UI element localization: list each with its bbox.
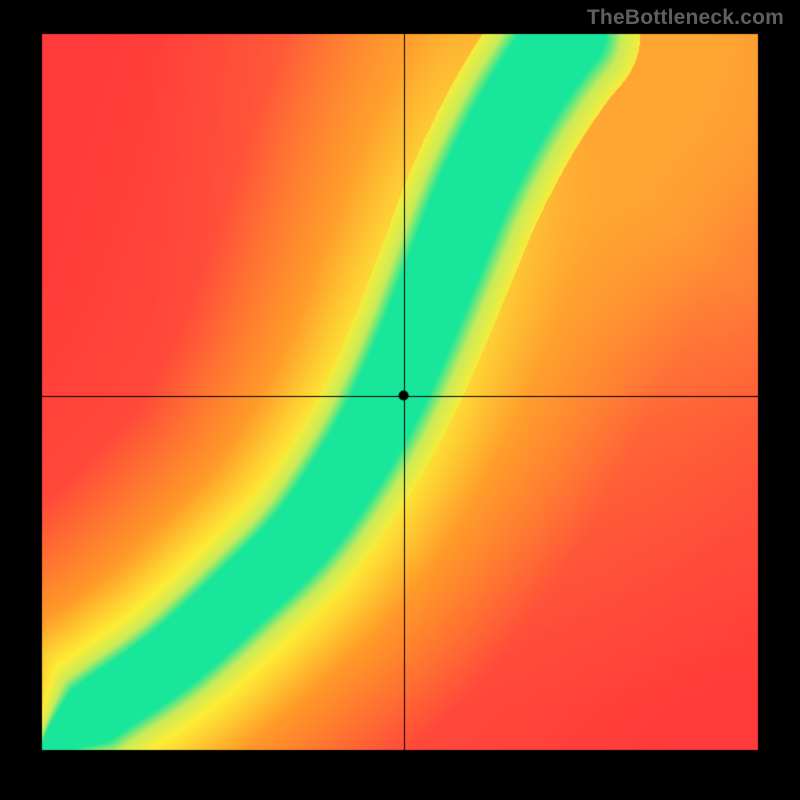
chart-container: TheBottleneck.com	[0, 0, 800, 800]
watermark-text: TheBottleneck.com	[587, 6, 784, 30]
bottleneck-heatmap	[0, 0, 800, 800]
